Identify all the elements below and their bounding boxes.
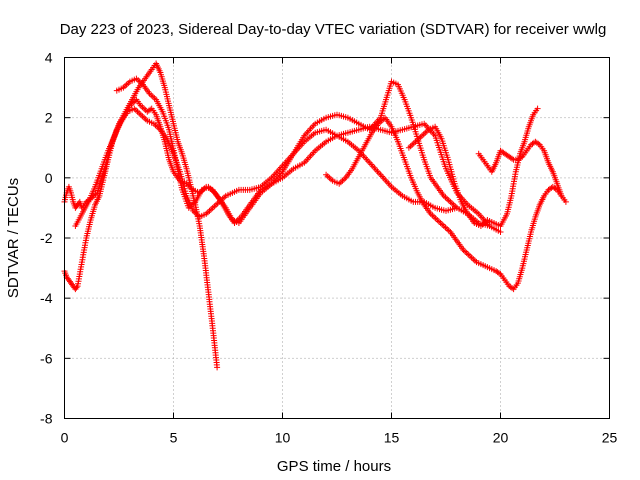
data-point <box>562 198 569 205</box>
y-tick-label: -4 <box>40 290 53 306</box>
x-tick-label: 10 <box>275 430 291 446</box>
ticks <box>64 57 610 419</box>
data-point <box>534 105 541 112</box>
x-tick-label: 20 <box>493 430 509 446</box>
x-tick-label: 25 <box>602 430 618 446</box>
y-axis-label: SDTVAR / TECUs <box>5 178 22 298</box>
y-tick-label: 2 <box>45 110 53 126</box>
y-tick-label: 4 <box>45 50 53 66</box>
series-track-5 <box>323 114 569 293</box>
y-tick-label: -2 <box>40 230 53 246</box>
data-point <box>535 140 542 147</box>
series-group <box>61 60 569 371</box>
chart-title: Day 223 of 2023, Sidereal Day-to-day VTE… <box>60 21 607 38</box>
y-tick-label: -8 <box>40 411 53 427</box>
x-tick-label: 15 <box>384 430 400 446</box>
y-tick-label: -6 <box>40 350 53 366</box>
data-point <box>214 364 221 371</box>
series-track-4 <box>72 105 460 229</box>
x-tick-label: 0 <box>61 430 69 446</box>
series-track-2 <box>61 60 221 371</box>
y-tick-label: 0 <box>45 170 53 186</box>
series-track-7 <box>475 138 565 199</box>
data-point <box>558 192 565 199</box>
x-axis-label: GPS time / hours <box>277 458 391 475</box>
tick-labels: 0 5 10 15 20 25 -8 -6 -4 -2 0 2 4 <box>40 50 617 446</box>
data-point <box>497 229 504 235</box>
data-point <box>453 204 460 211</box>
x-tick-label: 5 <box>170 430 178 446</box>
series-track-6 <box>405 105 541 229</box>
